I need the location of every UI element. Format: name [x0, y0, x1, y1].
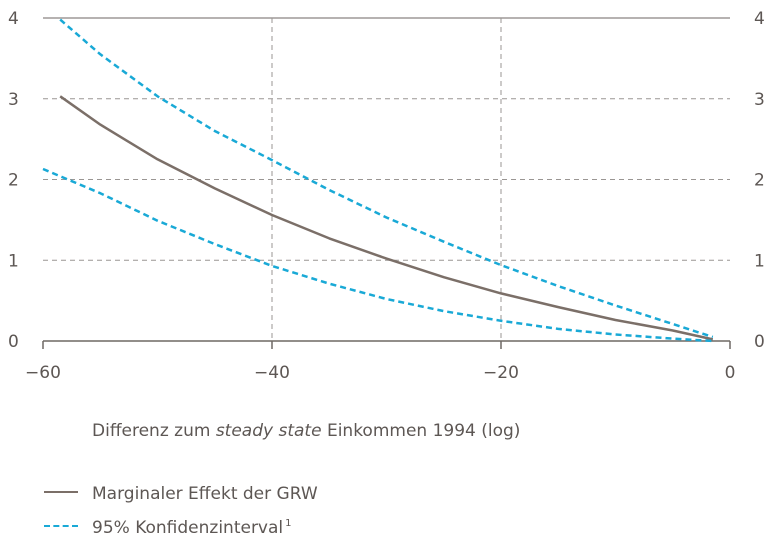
x-axis-label-part: Differenz zum	[92, 421, 216, 441]
x-tick-label: −60	[25, 363, 61, 383]
footnote-mark: 1	[285, 518, 292, 530]
series-group	[42, 18, 714, 343]
legend-line-dashed	[44, 525, 78, 527]
y-tick-label-left: 1	[8, 251, 19, 271]
confidence-interval-line	[42, 167, 713, 343]
y-tick-label-right: 4	[754, 9, 765, 29]
marginal-effect-line	[59, 95, 714, 341]
y-tick-label-left: 3	[8, 90, 19, 110]
y-tick-label-left: 2	[8, 171, 19, 191]
y-tick-label-left: 0	[8, 332, 19, 352]
legend-label: 95% Konfidenzinterval	[92, 518, 284, 538]
legend-label: Marginaler Effekt der GRW	[92, 484, 318, 504]
x-tick-label: −20	[483, 363, 519, 383]
x-axis-label: Differenz zum steady state Einkommen 199…	[92, 421, 520, 441]
x-tick-label: 0	[725, 363, 736, 383]
y-tick-label-right: 0	[754, 332, 765, 352]
confidence-interval-line	[59, 18, 714, 339]
y-tick-label-right: 1	[754, 251, 765, 271]
legend-line-solid	[44, 491, 78, 493]
grid	[42, 17, 731, 349]
y-tick-label-left: 4	[8, 9, 19, 29]
x-axis-label-part: Einkommen 1994 (log)	[321, 421, 521, 441]
y-tick-label-right: 3	[754, 90, 765, 110]
y-tick-label-right: 2	[754, 171, 765, 191]
tick-labels: 0 01 12 23 34 4−60 −40 −20 0	[8, 9, 765, 383]
x-axis-label-italic: steady state	[215, 421, 322, 441]
legend-item-effect: Marginaler Effekt der GRW	[44, 484, 318, 504]
legend-item-ci: 95% Konfidenzinterval 1	[44, 518, 292, 538]
x-tick-label: −40	[254, 363, 290, 383]
